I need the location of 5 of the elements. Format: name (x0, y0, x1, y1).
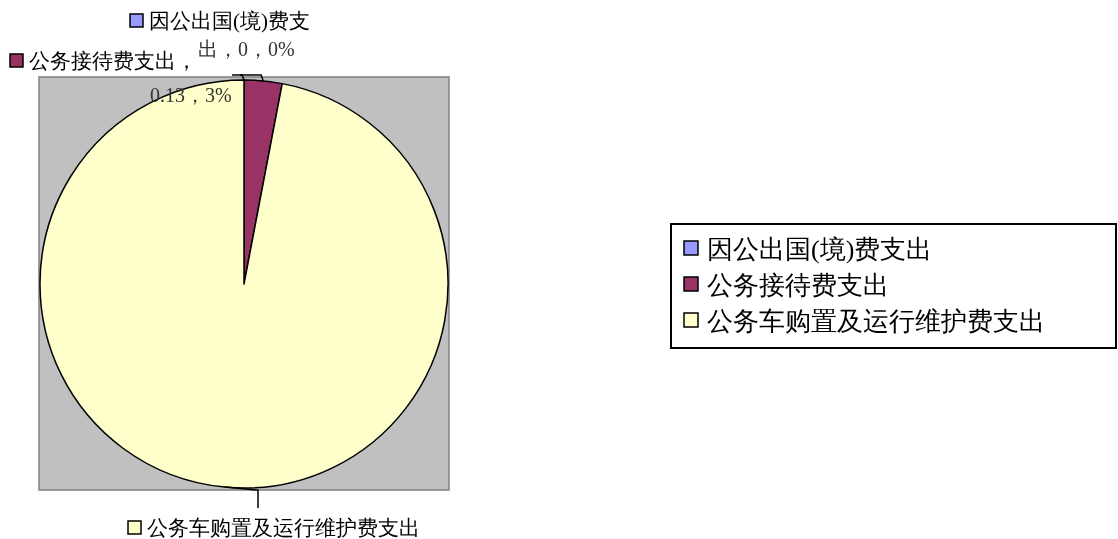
category-label: 公务车购置及运行维护费支出 (707, 307, 1045, 336)
category-label: 公务接待费支出， (29, 49, 197, 73)
legend-label: 公务车购置及运行维护费支出 (147, 516, 420, 539)
legend-label: 公务接待费支出 (707, 271, 889, 300)
legend-label: 因公出国(境)费支出 (707, 235, 933, 264)
